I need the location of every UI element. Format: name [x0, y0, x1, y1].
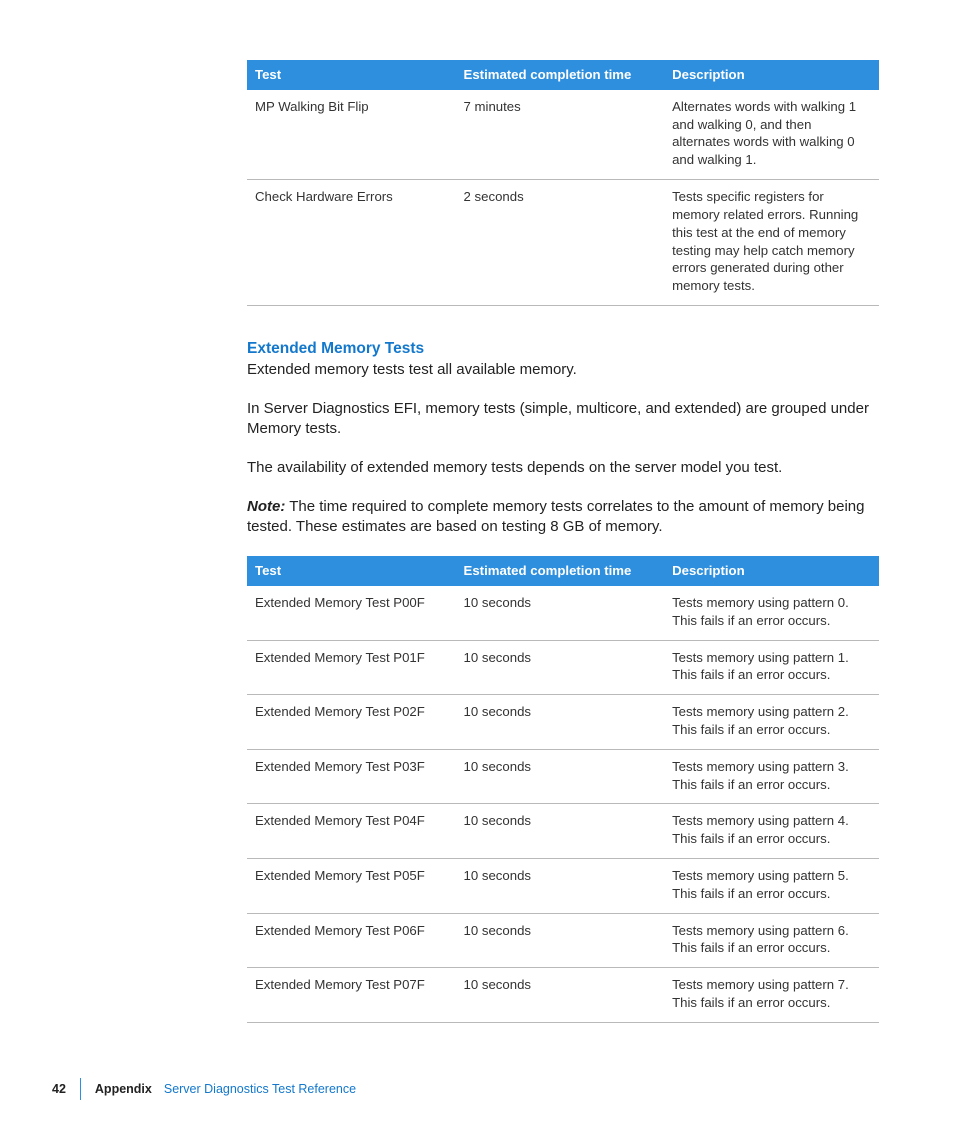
extended-memory-tests-table: Test Estimated completion time Descripti… [247, 556, 879, 1023]
col-header-time: Estimated completion time [456, 60, 665, 90]
col-header-test: Test [247, 60, 456, 90]
cell-test: Check Hardware Errors [247, 180, 456, 306]
cell-test: Extended Memory Test P03F [247, 749, 456, 804]
cell-desc: Tests memory using pattern 6. This fails… [664, 913, 879, 968]
table-row: Extended Memory Test P04F 10 seconds Tes… [247, 804, 879, 859]
cell-time: 10 seconds [456, 968, 665, 1023]
cell-test: Extended Memory Test P00F [247, 586, 456, 640]
col-header-desc: Description [664, 60, 879, 90]
cell-time: 7 minutes [456, 90, 665, 180]
cell-time: 10 seconds [456, 804, 665, 859]
col-header-test: Test [247, 556, 456, 586]
table-row: Extended Memory Test P03F 10 seconds Tes… [247, 749, 879, 804]
section-paragraph: In Server Diagnostics EFI, memory tests … [247, 399, 879, 440]
page-content: Test Estimated completion time Descripti… [247, 60, 879, 1023]
page-number: 42 [52, 1082, 80, 1096]
cell-desc: Tests memory using pattern 1. This fails… [664, 640, 879, 695]
cell-time: 10 seconds [456, 859, 665, 914]
cell-desc: Tests memory using pattern 3. This fails… [664, 749, 879, 804]
cell-desc: Alternates words with walking 1 and walk… [664, 90, 879, 180]
cell-desc: Tests memory using pattern 0. This fails… [664, 586, 879, 640]
memory-tests-table-1: Test Estimated completion time Descripti… [247, 60, 879, 306]
footer-appendix-label: Appendix [95, 1082, 152, 1096]
table-row: MP Walking Bit Flip 7 minutes Alternates… [247, 90, 879, 180]
section-note: Note: The time required to complete memo… [247, 497, 879, 538]
cell-desc: Tests memory using pattern 2. This fails… [664, 695, 879, 750]
table-row: Extended Memory Test P01F 10 seconds Tes… [247, 640, 879, 695]
cell-time: 10 seconds [456, 586, 665, 640]
section-heading-extended-memory-tests: Extended Memory Tests [247, 340, 879, 358]
cell-time: 10 seconds [456, 749, 665, 804]
page-footer: 42 Appendix Server Diagnostics Test Refe… [52, 1078, 356, 1100]
col-header-desc: Description [664, 556, 879, 586]
cell-test: Extended Memory Test P01F [247, 640, 456, 695]
table-row: Extended Memory Test P05F 10 seconds Tes… [247, 859, 879, 914]
cell-test: Extended Memory Test P07F [247, 968, 456, 1023]
cell-desc: Tests specific registers for memory rela… [664, 180, 879, 306]
table-row: Extended Memory Test P00F 10 seconds Tes… [247, 586, 879, 640]
cell-desc: Tests memory using pattern 5. This fails… [664, 859, 879, 914]
table-header-row: Test Estimated completion time Descripti… [247, 556, 879, 586]
table-row: Check Hardware Errors 2 seconds Tests sp… [247, 180, 879, 306]
cell-time: 2 seconds [456, 180, 665, 306]
footer-doc-title: Server Diagnostics Test Reference [164, 1082, 356, 1096]
table-row: Extended Memory Test P07F 10 seconds Tes… [247, 968, 879, 1023]
note-label: Note: [247, 498, 285, 515]
cell-test: Extended Memory Test P02F [247, 695, 456, 750]
cell-time: 10 seconds [456, 913, 665, 968]
cell-test: Extended Memory Test P04F [247, 804, 456, 859]
cell-time: 10 seconds [456, 695, 665, 750]
table-row: Extended Memory Test P02F 10 seconds Tes… [247, 695, 879, 750]
cell-desc: Tests memory using pattern 4. This fails… [664, 804, 879, 859]
cell-test: Extended Memory Test P06F [247, 913, 456, 968]
table-row: Extended Memory Test P06F 10 seconds Tes… [247, 913, 879, 968]
cell-test: Extended Memory Test P05F [247, 859, 456, 914]
section-paragraph: Extended memory tests test all available… [247, 360, 879, 381]
cell-desc: Tests memory using pattern 7. This fails… [664, 968, 879, 1023]
cell-time: 10 seconds [456, 640, 665, 695]
footer-divider [80, 1078, 81, 1100]
section-paragraph: The availability of extended memory test… [247, 458, 879, 479]
table-header-row: Test Estimated completion time Descripti… [247, 60, 879, 90]
cell-test: MP Walking Bit Flip [247, 90, 456, 180]
note-body: The time required to complete memory tes… [247, 498, 864, 536]
col-header-time: Estimated completion time [456, 556, 665, 586]
